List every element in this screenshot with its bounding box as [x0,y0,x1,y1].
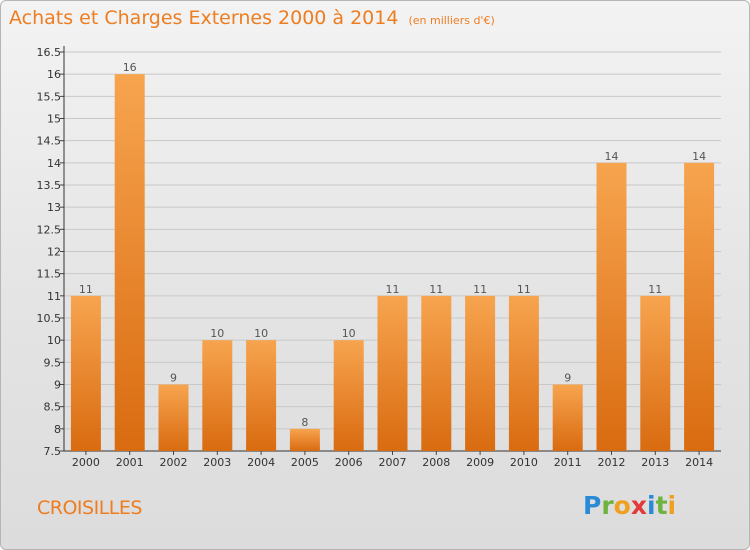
logo-letter: x [630,491,647,520]
y-tick-label: 11.5 [37,268,62,281]
logo-letter: o [613,491,631,520]
logo-letter: i [667,491,677,520]
bar-value-label: 11 [429,283,443,296]
y-tick-label: 16 [47,68,61,81]
logo-letter: t [655,491,668,520]
unit-subtitle: (en milliers d'€) [408,14,495,27]
y-tick-label: 14.5 [37,135,62,148]
y-tick-label: 11 [47,290,61,303]
y-tick-label: 13 [47,201,61,214]
logo-letter: r [601,491,614,520]
bar-value-label: 10 [342,327,356,340]
bar-value-label: 11 [79,283,93,296]
bar [640,295,671,451]
x-tick-label: 2001 [116,456,144,469]
x-tick-labels: 2000 2001 2002 2003 2004 2005 2006 2007 2008 2009… [72,451,713,469]
x-tick-label: 2000 [72,456,100,469]
bar-value-label: 14 [605,150,619,163]
y-tick-label: 14 [47,157,61,170]
y-tick-label: 15 [47,113,61,126]
bar [421,295,452,451]
bar-value-label: 10 [254,327,268,340]
bar [202,340,233,451]
bar [114,74,145,452]
bar-value-label: 10 [210,327,224,340]
bar [158,384,189,451]
bar [246,340,277,451]
bar [289,428,320,451]
bar-value-label: 14 [692,150,706,163]
title-text: Achats et Charges Externes 2000 à 2014 [9,7,399,29]
x-tick-label: 2007 [379,456,407,469]
data-labels: 11 16 9 10 10 8 10 11 11 11 11 9 14 11 14 [79,61,706,429]
logo-letter: P [583,491,602,520]
y-tick-label: 10 [47,334,61,347]
x-tick-label: 2010 [510,456,538,469]
bar-value-label: 11 [473,283,487,296]
x-tick-label: 2013 [641,456,669,469]
bar [465,295,496,451]
y-tick-labels: 7.5 8 8.5 9 9.5 10 10.5 11 11.5 12 12.5 13 13.5 14 14.… [37,46,62,458]
x-tick-label: 2004 [247,456,275,469]
y-tick-label: 9.5 [44,356,62,369]
proxiti-logo: Proxiti [583,491,676,520]
bar [684,162,715,452]
bar-value-label: 9 [170,372,177,385]
y-tick-label: 13.5 [37,179,62,192]
y-tick-label: 8 [54,423,61,436]
x-tick-label: 2012 [598,456,626,469]
bar [508,295,539,451]
y-tick-label: 16.5 [37,46,62,59]
commune-name: CROISILLES [37,497,142,519]
bar [377,295,408,451]
y-tick-label: 12.5 [37,223,62,236]
x-tick-label: 2005 [291,456,319,469]
bar-value-label: 11 [386,283,400,296]
chart-title: Achats et Charges Externes 2000 à 2014 (e… [9,7,495,29]
bar-value-label: 16 [123,61,137,74]
bar-value-label: 8 [301,416,308,429]
bar [333,340,364,451]
bar-value-label: 11 [648,283,662,296]
y-tick-label: 10.5 [37,312,62,325]
y-tick-label: 15.5 [37,90,62,103]
bar-value-label: 9 [564,372,571,385]
bar [596,162,627,452]
bar-value-label: 11 [517,283,531,296]
bar [552,384,583,451]
y-tick-label: 12 [47,246,61,259]
x-tick-label: 2008 [422,456,450,469]
x-tick-label: 2003 [203,456,231,469]
x-tick-label: 2009 [466,456,494,469]
bars [70,74,715,452]
y-tick-label: 8.5 [44,401,62,414]
bar [70,295,101,451]
y-tick-label: 7.5 [44,445,62,458]
x-tick-label: 2014 [685,456,713,469]
x-tick-label: 2011 [554,456,582,469]
logo-letter: i [647,491,656,520]
y-tick-label: 9 [54,379,61,392]
x-tick-label: 2006 [335,456,363,469]
x-tick-label: 2002 [160,456,188,469]
